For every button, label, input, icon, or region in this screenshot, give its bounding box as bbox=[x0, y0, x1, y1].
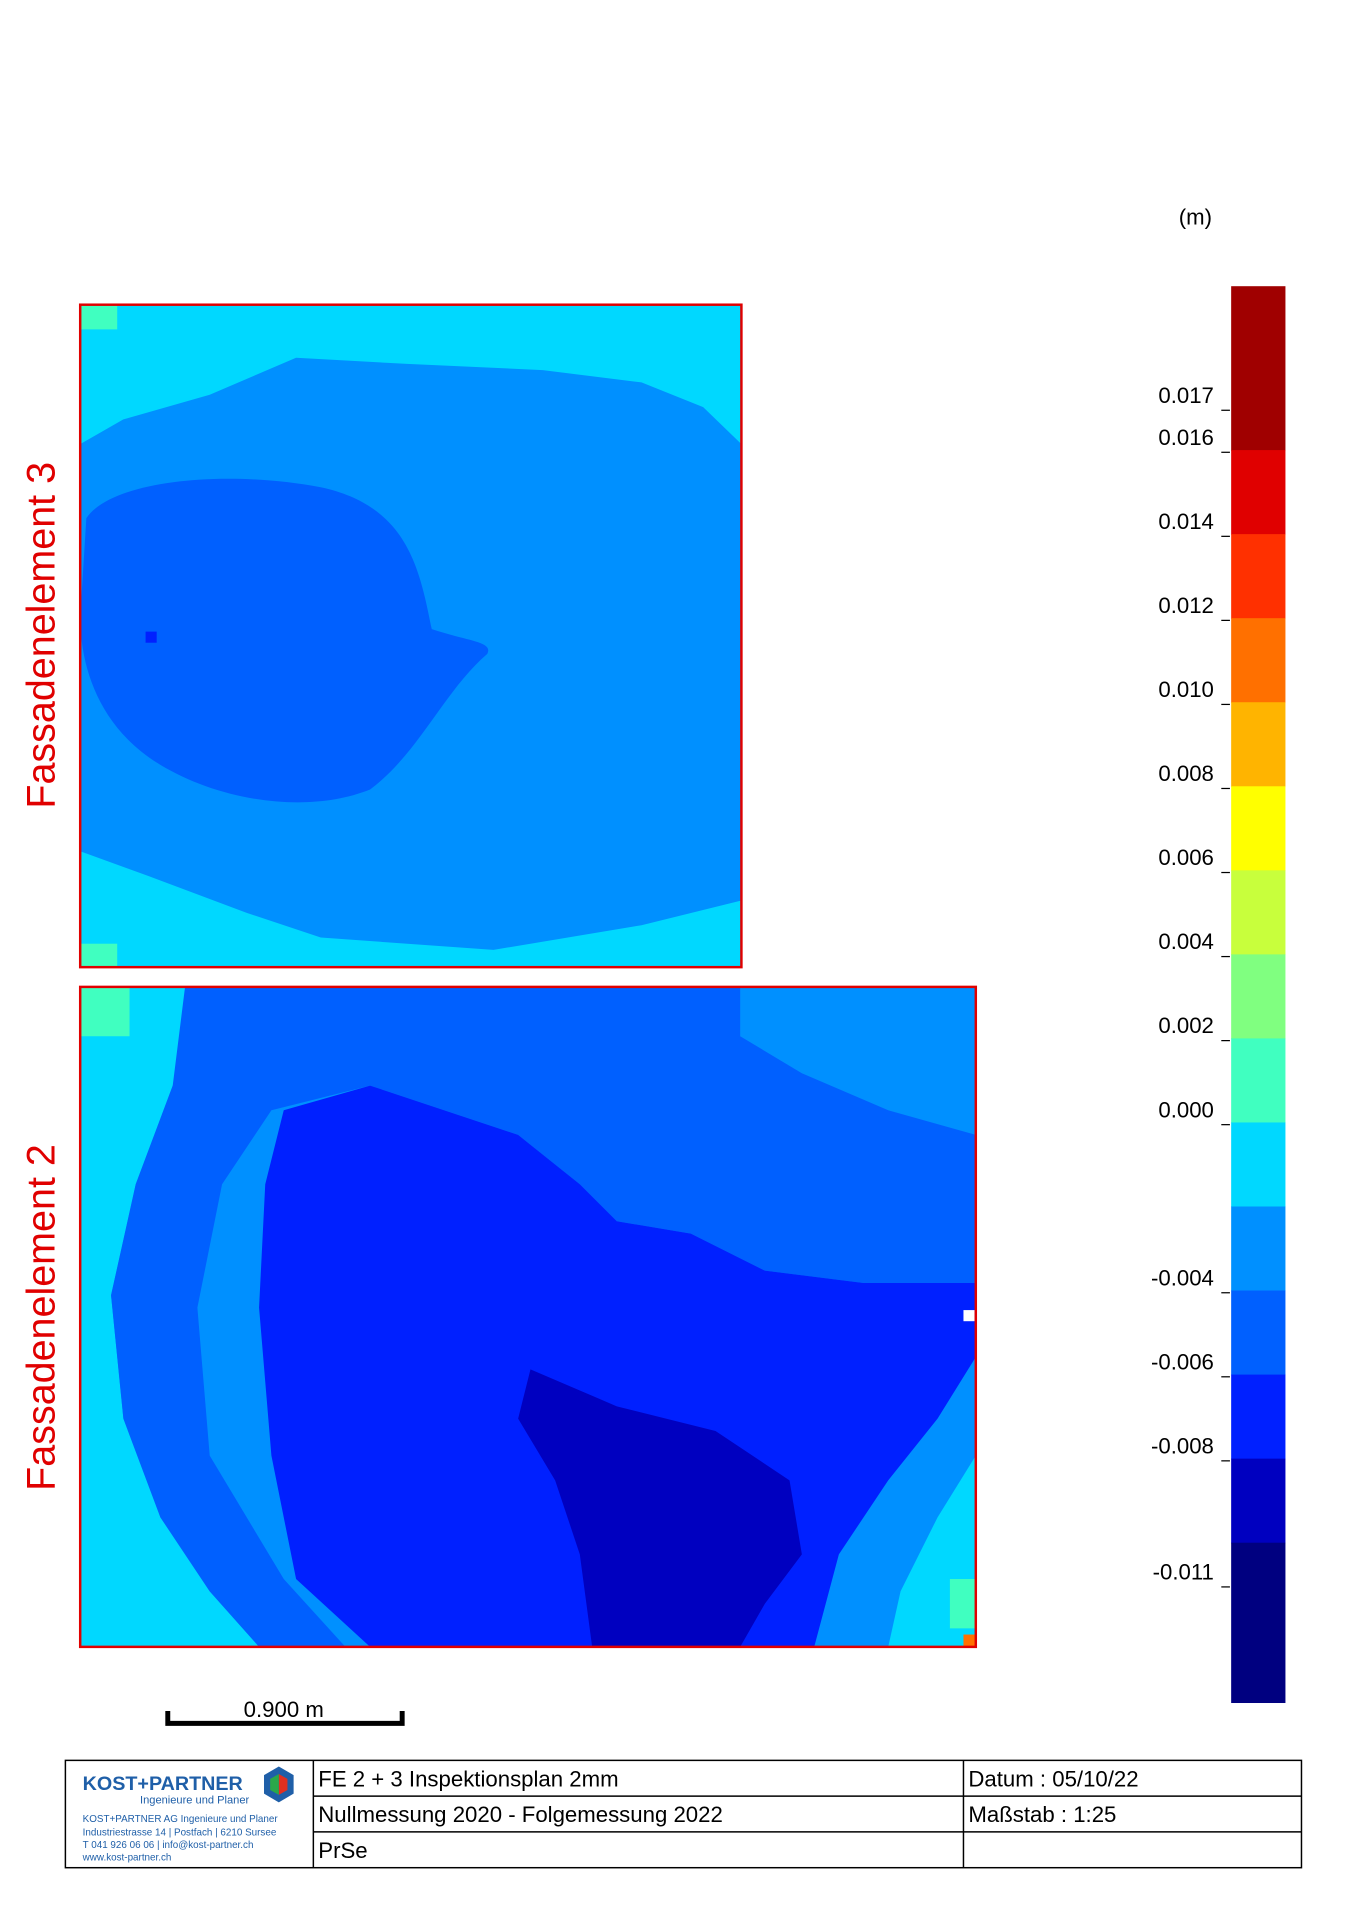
colorbar-tick-label: 0.000 bbox=[1158, 1097, 1214, 1122]
heatmap-fe3 bbox=[80, 304, 742, 968]
colorbar-band bbox=[1231, 786, 1286, 871]
colorbar-band bbox=[1231, 702, 1286, 787]
colorbar-band bbox=[1231, 1374, 1286, 1460]
unit-label: (m) bbox=[1179, 205, 1212, 230]
scale-bar-label: 0.900 m bbox=[244, 1697, 324, 1722]
scale-bar bbox=[165, 1711, 405, 1726]
colorbar-band bbox=[1231, 1038, 1286, 1124]
panel-label: Fassadenelement 2 bbox=[19, 1144, 63, 1491]
cell-text: PrSe bbox=[318, 1838, 367, 1863]
heatmap-fe2 bbox=[80, 986, 976, 1647]
colorbar-tick-label: -0.011 bbox=[1153, 1560, 1214, 1585]
title-block: KOST+PARTNER Ingenieure und Planer KOST+… bbox=[64, 1759, 1303, 1869]
panel-frame bbox=[78, 985, 978, 1649]
colorbar-band bbox=[1231, 1206, 1286, 1292]
cell-text: Nullmessung 2020 - Folgemessung 2022 bbox=[318, 1802, 723, 1827]
logo bbox=[264, 1766, 294, 1803]
colorbar-tick-label: 0.012 bbox=[1158, 593, 1214, 618]
colorbar-band bbox=[1231, 450, 1286, 535]
company-name: KOST+PARTNER bbox=[83, 1773, 243, 1795]
company-tagline: Ingenieure und Planer bbox=[140, 1795, 249, 1807]
colorbar-band bbox=[1231, 1290, 1286, 1376]
colorbar-tick-label: 0.008 bbox=[1158, 761, 1214, 786]
colorbar-band bbox=[1231, 954, 1286, 1040]
colorbar-band bbox=[1231, 618, 1286, 703]
colorbar-band bbox=[1231, 534, 1286, 619]
cell-text: FE 2 + 3 Inspektionsplan 2mm bbox=[318, 1766, 618, 1791]
title-block-frame bbox=[64, 1759, 1303, 1869]
address-line: T 041 926 06 06 | info@kost-partner.ch bbox=[83, 1840, 254, 1851]
address-line: www.kost-partner.ch bbox=[82, 1852, 172, 1863]
colorbar-band bbox=[1231, 1122, 1286, 1208]
panel-label: Fassadenelement 3 bbox=[19, 462, 63, 809]
address-line: KOST+PARTNER AG Ingenieure und Planer bbox=[83, 1814, 279, 1825]
colorbar-tick-label: -0.006 bbox=[1151, 1349, 1214, 1374]
cell-text: Datum : 05/10/22 bbox=[968, 1766, 1138, 1791]
colorbar-tick-label: -0.004 bbox=[1151, 1265, 1214, 1290]
colorbar-tick-label: 0.006 bbox=[1158, 845, 1214, 870]
colorbar-tick-label: 0.014 bbox=[1158, 509, 1214, 534]
colorbar-tick-label: 0.010 bbox=[1158, 677, 1214, 702]
colorbar-tick-label: 0.016 bbox=[1158, 425, 1214, 450]
panel-frame bbox=[78, 303, 743, 969]
colorbar-band bbox=[1231, 1458, 1286, 1544]
colorbar-band bbox=[1231, 286, 1286, 451]
address-line: Industriestrasse 14 | Postfach | 6210 Su… bbox=[83, 1828, 277, 1839]
cell-text: Maßstab : 1:25 bbox=[968, 1802, 1116, 1827]
colorbar-tick-label: 0.004 bbox=[1158, 929, 1214, 954]
colorbar-tick-label: 0.002 bbox=[1158, 1013, 1214, 1038]
colorbar-band bbox=[1231, 1542, 1286, 1704]
colorbar-band bbox=[1231, 870, 1286, 955]
colorbar-tick-label: 0.017 bbox=[1158, 383, 1214, 408]
colorbar-tick-label: -0.008 bbox=[1151, 1433, 1214, 1458]
